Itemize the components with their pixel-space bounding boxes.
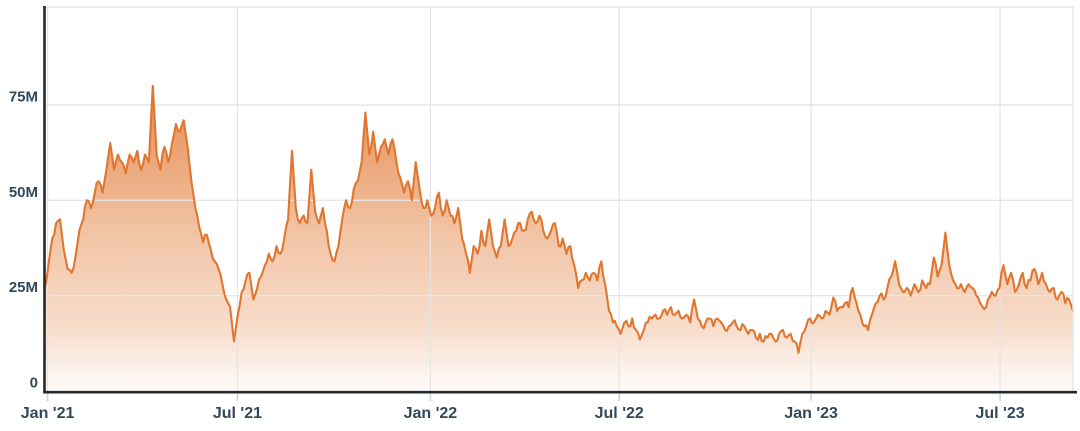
- x-tick-label: Jul '23: [975, 405, 1024, 422]
- x-tick-label: Jan '21: [21, 405, 75, 422]
- x-tick-label: Jan '23: [784, 405, 838, 422]
- y-tick-label: 75M: [9, 89, 38, 106]
- x-tick-label: Jul '22: [595, 405, 644, 422]
- area-fill: [44, 85, 1073, 392]
- x-tick-label: Jan '22: [404, 405, 458, 422]
- y-tick-label: 25M: [9, 279, 38, 296]
- series-line: [43, 84, 1075, 354]
- y-tick-label: 0: [30, 375, 38, 392]
- x-tick-label: Jul '21: [213, 405, 262, 422]
- y-tick-label: 50M: [9, 184, 38, 201]
